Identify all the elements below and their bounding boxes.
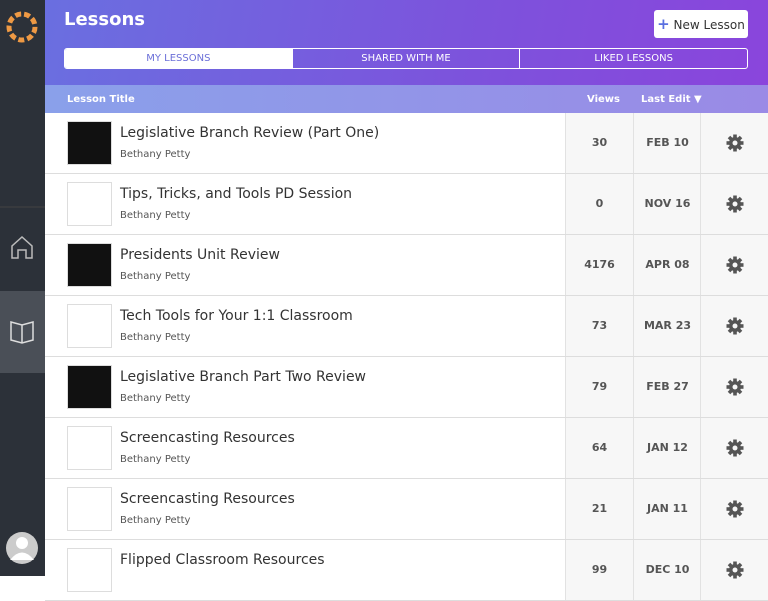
header xyxy=(45,0,768,85)
last-edit: APR 08 xyxy=(633,235,701,295)
thumbnail xyxy=(67,426,112,470)
lesson-title: Tech Tools for Your 1:1 Classroom xyxy=(120,308,353,324)
settings-button[interactable] xyxy=(700,479,768,539)
last-edit: MAR 23 xyxy=(633,296,701,356)
lesson-author: Bethany Petty xyxy=(120,332,191,343)
last-edit: FEB 10 xyxy=(633,113,701,173)
home-icon[interactable] xyxy=(11,235,33,259)
views: 99 xyxy=(565,540,633,600)
lesson-author: Bethany Petty xyxy=(120,271,191,282)
thumbnail xyxy=(67,182,112,226)
tab[interactable]: LIKED LESSONS xyxy=(519,49,747,68)
lesson-row[interactable]: Screencasting Resources Bethany Petty 64 JA… xyxy=(45,418,768,479)
sidebar xyxy=(0,0,45,576)
lesson-row[interactable]: Tech Tools for Your 1:1 Classroom Bethany… xyxy=(45,296,768,357)
lesson-title: Tips, Tricks, and Tools PD Session xyxy=(120,186,353,202)
settings-button[interactable] xyxy=(700,113,768,173)
last-edit: DEC 10 xyxy=(633,540,701,600)
column-header: Lesson Title Views Last Edit ▼ xyxy=(45,85,768,113)
lesson-author: Bethany Petty xyxy=(120,454,191,465)
views: 64 xyxy=(565,418,633,478)
lesson-row[interactable]: Presidents Unit Review Bethany Petty 4176 A… xyxy=(45,235,768,296)
button-label: New Lesson xyxy=(673,18,745,32)
lesson-author: Bethany Petty xyxy=(120,393,191,404)
thumbnail xyxy=(67,243,112,287)
settings-button[interactable] xyxy=(700,418,768,478)
settings-button[interactable] xyxy=(700,235,768,295)
new-lesson-button[interactable]: + New Lesson xyxy=(654,10,748,38)
views: 4176 xyxy=(565,235,633,295)
lesson-row[interactable]: Legislative Branch Review (Part One) Beth… xyxy=(45,113,768,174)
lesson-row[interactable]: Flipped Classroom Resources 99 DEC 10 xyxy=(45,540,768,601)
settings-button[interactable] xyxy=(700,174,768,234)
last-edit: NOV 16 xyxy=(633,174,701,234)
settings-button[interactable] xyxy=(700,296,768,356)
lesson-title: Screencasting Resources xyxy=(120,491,295,507)
page-title: Lessons xyxy=(64,9,145,30)
thumbnail xyxy=(67,365,112,409)
lesson-author: Bethany Petty xyxy=(120,515,191,526)
views: 0 xyxy=(565,174,633,234)
lesson-author: Bethany Petty xyxy=(120,210,191,221)
settings-button[interactable] xyxy=(700,540,768,600)
thumbnail xyxy=(67,121,112,165)
views: 73 xyxy=(565,296,633,356)
thumbnail xyxy=(67,487,112,531)
lesson-row[interactable]: Tips, Tricks, and Tools PD Session Bethan… xyxy=(45,174,768,235)
col-last-edit[interactable]: Last Edit ▼ xyxy=(641,94,702,105)
thumbnail xyxy=(67,304,112,348)
lesson-title: Legislative Branch Part Two Review xyxy=(120,369,367,385)
tabs: MY LESSONS SHARED WITH ME LIKED LESSONS xyxy=(64,48,748,69)
lesson-title: Flipped Classroom Resources xyxy=(120,552,325,568)
col-title: Lesson Title xyxy=(67,94,135,105)
views: 30 xyxy=(565,113,633,173)
lesson-row[interactable]: Legislative Branch Part Two Review Bethan… xyxy=(45,357,768,418)
thumbnail xyxy=(67,548,112,592)
lesson-title: Presidents Unit Review xyxy=(120,247,280,263)
views: 79 xyxy=(565,357,633,417)
lesson-title: Screencasting Resources xyxy=(120,430,295,446)
lesson-title: Legislative Branch Review (Part One) xyxy=(120,125,380,141)
tab[interactable]: MY LESSONS xyxy=(65,49,292,68)
settings-button[interactable] xyxy=(700,357,768,417)
tab[interactable]: SHARED WITH ME xyxy=(291,49,520,68)
sidebar-icons xyxy=(0,11,45,564)
last-edit: JAN 12 xyxy=(633,418,701,478)
col-last-edit-label: Last Edit xyxy=(641,94,691,105)
last-edit: FEB 27 xyxy=(633,357,701,417)
views: 21 xyxy=(565,479,633,539)
last-edit: JAN 11 xyxy=(633,479,701,539)
lesson-author: Bethany Petty xyxy=(120,149,191,160)
col-views[interactable]: Views xyxy=(587,94,620,105)
lesson-row[interactable]: Screencasting Resources Bethany Petty 21 JA… xyxy=(45,479,768,540)
